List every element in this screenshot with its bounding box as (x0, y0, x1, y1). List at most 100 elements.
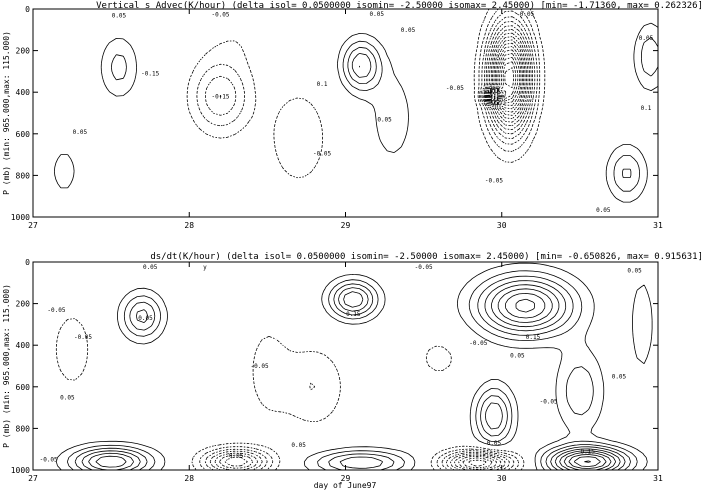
y-tick-label: 200 (16, 300, 31, 309)
contour-label: -0.15 (141, 71, 159, 78)
contour-negative (497, 95, 499, 97)
contour-negative (204, 448, 515, 471)
x-tick-label: 29 (341, 474, 351, 483)
plot-frame (32, 8, 659, 218)
y-tick-label: 600 (16, 130, 31, 139)
contour-negative (209, 450, 510, 471)
contour-positive (55, 262, 653, 471)
contour-negative (482, 25, 532, 130)
contour-label: -0.05 (74, 334, 92, 341)
x-ticks: 27 28 29 30 31 (28, 9, 663, 230)
contour-label: -0.05 (446, 85, 464, 92)
contour-label: -0.05 (415, 264, 433, 271)
contour-positive (584, 460, 591, 463)
contour-label: -0.05 (40, 457, 58, 464)
contour-negative (224, 456, 497, 470)
plot-frame (32, 261, 659, 471)
y-tick-label: 800 (16, 424, 31, 433)
contour-label: -0.15 (211, 93, 229, 100)
contour-labels: 0.05 -0.05 0.05 0.05 -0.05 -0.15 -0.15 -0.05 0.0… (73, 11, 654, 214)
y-tick-label: 400 (16, 88, 31, 97)
y-tick-label: 0 (25, 5, 30, 14)
contour-label: 0.05 (143, 264, 158, 271)
contour-negative (484, 32, 529, 123)
contour-negative (487, 57, 519, 103)
contour-label: 0.05 (487, 440, 502, 447)
panel-ds-dt: ds/dt(K/hour) (delta isol= 0.0500000 iso… (2, 252, 703, 490)
contour-label: 0.05 (639, 35, 654, 42)
x-tick-label: 27 (28, 221, 38, 230)
contour-negative (489, 91, 504, 101)
y-tick-label: 0 (25, 258, 30, 267)
contour-positive (95, 288, 617, 471)
contour-negative (485, 42, 525, 113)
contour-label: -0.05 (485, 178, 503, 185)
contour-negative (186, 8, 546, 179)
contour-negative (486, 49, 522, 106)
contour-negative (488, 67, 514, 102)
y-tick-label: 1000 (11, 213, 30, 222)
contour-negative (484, 29, 530, 127)
panel-vertical-s-advec: Vertical s Advec(K/hour) (delta isol= 0.… (2, 1, 703, 230)
x-tick-label: 28 (184, 474, 194, 483)
contour-label: 0.05 (612, 373, 627, 380)
x-tick-label: 27 (28, 474, 38, 483)
y-tick-label: 800 (16, 171, 31, 180)
contour-positive (81, 280, 626, 471)
contour-negative (485, 39, 526, 116)
y-tick-label: 600 (16, 383, 31, 392)
contour-label: 0.1 (641, 105, 652, 112)
contour-positive (351, 53, 372, 78)
contour-negative (488, 61, 517, 103)
contour-label: y (203, 264, 207, 271)
contour-labels: 0.05 -0.05 0.05 -0.05 0.05 0.15 -0.05 -0.05 -0.0… (40, 264, 643, 464)
contour-lines (54, 8, 659, 203)
contour-positive (54, 22, 659, 203)
contour-positive (111, 37, 659, 192)
contour-negative (196, 8, 541, 152)
contour-label: 0.05 (138, 315, 153, 322)
contour-negative (214, 452, 506, 471)
contour-label: -0.05 (211, 11, 229, 18)
contour-negative (493, 94, 500, 98)
x-axis-label: day of June97 (314, 481, 377, 490)
x-tick-label: 30 (497, 474, 507, 483)
contour-label: 0.05 (627, 267, 642, 274)
contour-label: -0.05 (47, 307, 65, 314)
y-axis-label: P (mb) (min: 965.000,max: 115.000) (2, 284, 11, 448)
contour-negative (55, 318, 525, 471)
contour-positive (88, 284, 621, 471)
contour-lines (55, 262, 653, 471)
contour-negative (468, 459, 487, 467)
contour-positive (515, 298, 607, 469)
contour-positive (347, 46, 632, 178)
y-tick-label: 200 (16, 47, 31, 56)
contour-label: 0.05 (510, 353, 525, 360)
contour-label: -0.05 (540, 398, 558, 405)
y-tick-label: 1000 (11, 466, 30, 475)
contour-label: 0.05 (60, 394, 75, 401)
x-tick-label: 31 (653, 474, 663, 483)
contour-negative (487, 53, 521, 104)
contour-label: 0.05 (229, 453, 244, 460)
y-axis-label: P (mb) (min: 965.000,max: 115.000) (2, 31, 11, 195)
y-ticks: 0 200 400 600 800 1000 (11, 5, 658, 222)
contour-positive (74, 275, 631, 471)
x-tick-label: 30 (497, 221, 507, 230)
contour-label: 0.15 (526, 334, 541, 341)
contour-label: 0.1 (317, 81, 328, 88)
contour-negative (490, 93, 501, 99)
x-tick-label: 28 (184, 221, 194, 230)
contour-negative (219, 454, 502, 471)
contour-label: 0.15 (346, 311, 361, 318)
contour-negative (462, 457, 493, 469)
contour-label: 0.05 (377, 116, 392, 123)
panel-title: Vertical s Advec(K/hour) (delta isol= 0.… (96, 1, 703, 11)
contour-label: 0.05 (73, 129, 88, 136)
contour-label: 0.05 (291, 442, 306, 449)
contour-label: -0.05 (313, 151, 331, 158)
contour-negative (490, 92, 503, 100)
contour-positive (67, 270, 638, 471)
contour-positive (573, 456, 601, 467)
